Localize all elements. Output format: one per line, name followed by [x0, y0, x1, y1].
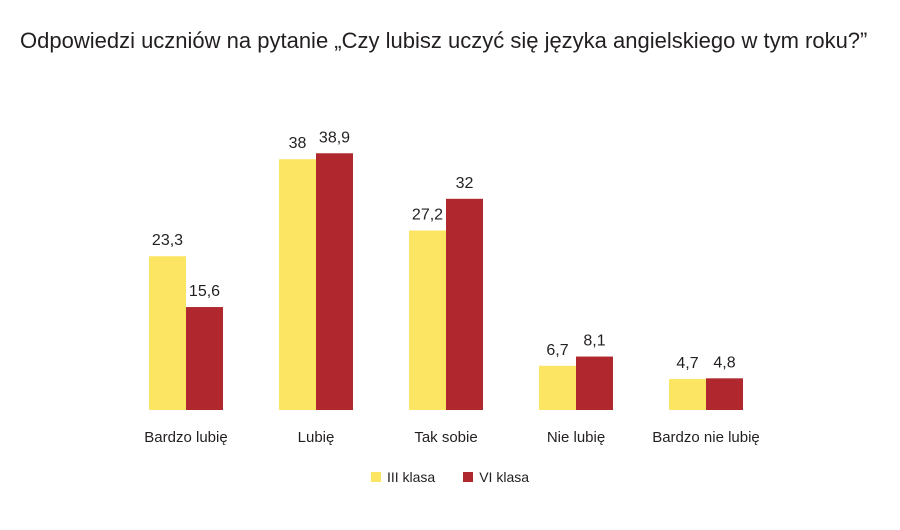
data-label-vi-klasa-4: 4,8 [713, 354, 735, 371]
data-label-iii-klasa-2: 27,2 [412, 206, 443, 223]
legend-item-iii-klasa: III klasa [370, 469, 436, 485]
legend-swatch-vi-klasa [463, 472, 474, 482]
data-label-iii-klasa-0: 23,3 [152, 232, 183, 249]
bar-vi-klasa-1 [316, 153, 353, 410]
category-label-0: Bardzo lubię [144, 429, 227, 446]
legend-label-iii-klasa: III klasa [386, 469, 436, 485]
bar-iii-klasa-1 [279, 159, 316, 410]
data-label-iii-klasa-3: 6,7 [546, 342, 568, 359]
data-label-vi-klasa-0: 15,6 [189, 283, 220, 300]
category-label-3: Nie lubię [547, 429, 605, 446]
data-label-vi-klasa-2: 32 [456, 175, 474, 192]
bar-vi-klasa-4 [706, 378, 743, 410]
category-label-1: Lubię [298, 429, 335, 446]
legend-swatch-iii-klasa [370, 472, 381, 482]
category-label-4: Bardzo nie lubię [652, 429, 760, 446]
bar-iii-klasa-0 [149, 256, 186, 410]
chart-title: Odpowiedzi uczniów na pytanie „Czy lubis… [20, 28, 868, 53]
data-label-iii-klasa-4: 4,7 [676, 355, 698, 372]
bar-iii-klasa-4 [669, 378, 706, 410]
bar-vi-klasa-2 [446, 198, 483, 410]
data-label-vi-klasa-1: 38,9 [319, 129, 350, 146]
chart-legend: III klasa VI klasa [0, 469, 900, 485]
legend-label-vi-klasa: VI klasa [479, 469, 530, 485]
bar-vi-klasa-0 [186, 307, 223, 410]
legend-item-vi-klasa: VI klasa [463, 469, 529, 485]
bar-iii-klasa-2 [409, 230, 446, 410]
category-label-2: Tak sobie [414, 429, 477, 446]
bar-iii-klasa-3 [539, 365, 576, 410]
data-label-vi-klasa-3: 8,1 [583, 333, 605, 350]
data-label-iii-klasa-1: 38 [289, 135, 307, 152]
bar-vi-klasa-3 [576, 356, 613, 410]
